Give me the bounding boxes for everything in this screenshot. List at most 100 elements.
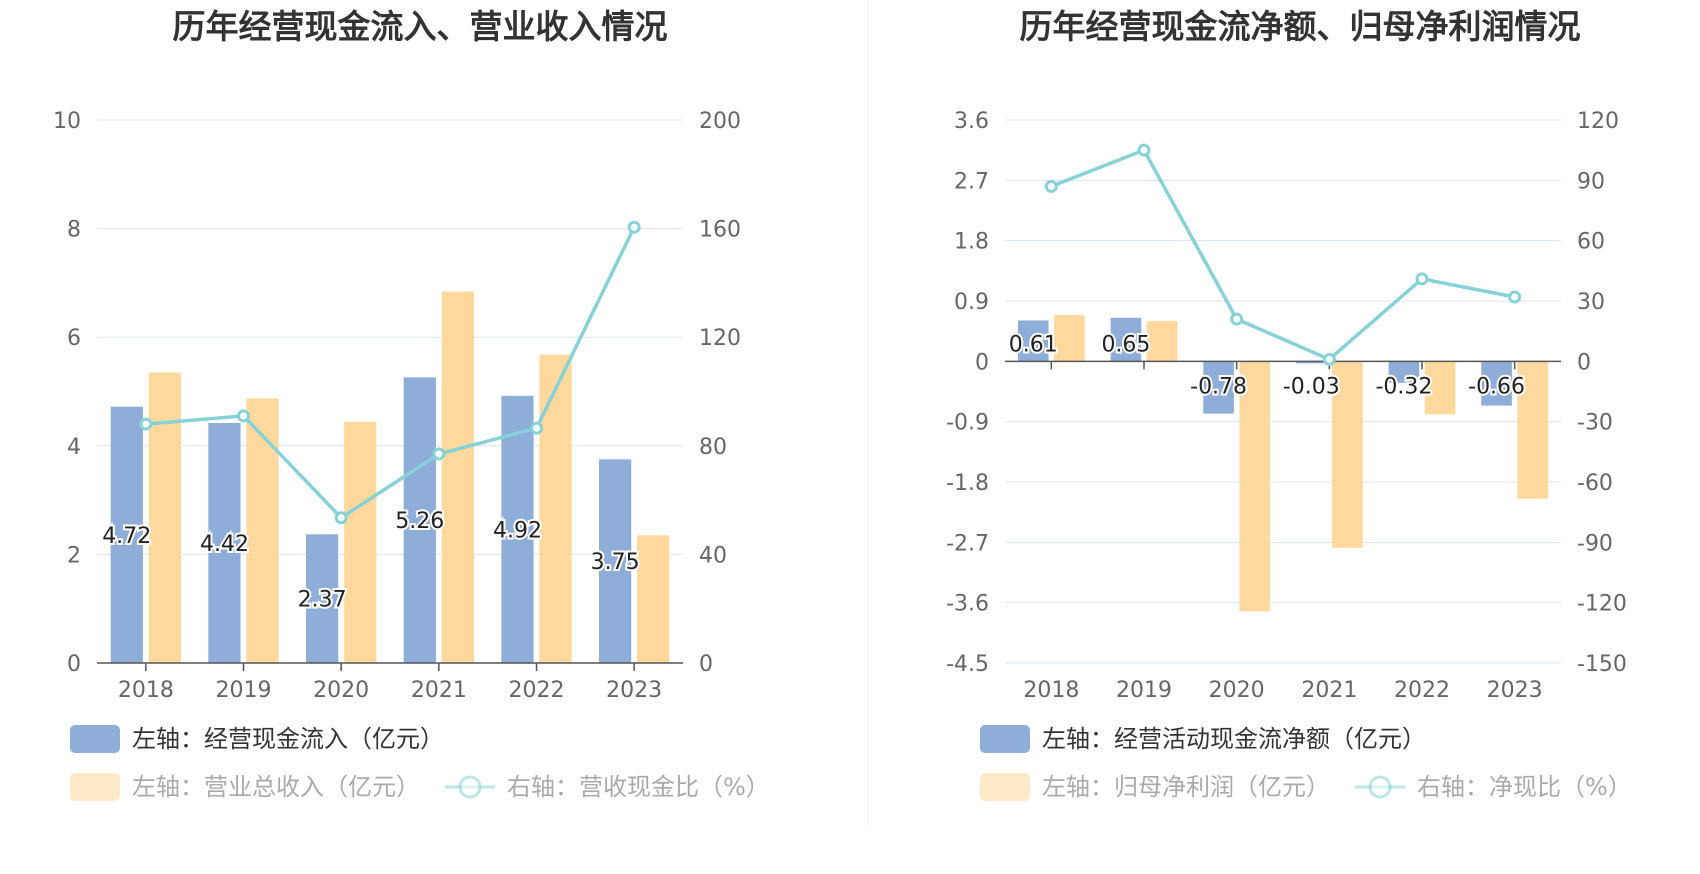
legend-label: 左轴：归母净利润（亿元） xyxy=(1042,773,1330,801)
legend-swatch xyxy=(980,773,1030,801)
bar-primary xyxy=(208,422,241,663)
x-tick-label: 2023 xyxy=(1487,678,1543,703)
x-tick-label: 2022 xyxy=(1394,678,1450,703)
y-right-tick-label: -60 xyxy=(1577,471,1613,496)
y-right-tick-label: 120 xyxy=(699,326,741,351)
x-tick-label: 2019 xyxy=(1116,678,1172,703)
y-right-tick-label: 40 xyxy=(699,543,727,568)
data-label: -0.78 xyxy=(1190,374,1247,399)
x-tick-label: 2021 xyxy=(411,678,467,703)
y-right-tick-label: 120 xyxy=(1577,109,1619,134)
y-left-tick-label: 0 xyxy=(975,350,989,375)
legend-label: 右轴：营收现金比（%） xyxy=(507,773,770,801)
x-tick-label: 2022 xyxy=(509,678,565,703)
y-right-tick-label: 0 xyxy=(699,652,713,677)
bar-primary xyxy=(599,459,632,663)
line-point xyxy=(1044,179,1058,193)
bar-secondary xyxy=(1239,361,1271,612)
y-right-tick-label: -120 xyxy=(1577,592,1627,617)
line-point xyxy=(139,417,153,431)
legend-swatch xyxy=(980,725,1030,753)
bar-secondary xyxy=(1332,361,1363,548)
y-left-tick-label: 8 xyxy=(67,218,81,243)
bar-secondary xyxy=(637,535,670,663)
line-point xyxy=(1508,290,1522,304)
line-series-path xyxy=(1050,147,1516,362)
bar-secondary xyxy=(344,421,377,663)
legend-label: 左轴：经营现金流入（亿元） xyxy=(132,725,444,753)
bar-primary xyxy=(1017,320,1049,362)
data-label: -0.03 xyxy=(1283,374,1340,399)
bar-primary xyxy=(110,406,143,663)
data-label: 4.72 xyxy=(102,524,151,549)
data-label: 4.42 xyxy=(200,532,249,557)
x-tick-label: 2019 xyxy=(216,678,272,703)
data-label: 2.37 xyxy=(298,588,347,613)
y-left-tick-label: 4 xyxy=(67,435,81,460)
y-right-tick-label: 90 xyxy=(1577,169,1605,194)
x-tick-label: 2020 xyxy=(313,678,369,703)
y-left-tick-label: 0.9 xyxy=(954,290,989,315)
y-left-tick-label: 2 xyxy=(67,543,81,568)
bar-secondary xyxy=(539,354,572,663)
bar-secondary xyxy=(1054,315,1085,362)
legend-label: 左轴：经营活动现金流净额（亿元） xyxy=(1042,725,1426,753)
y-left-tick-label: 2.7 xyxy=(954,169,989,194)
legend-swatch xyxy=(70,725,120,753)
y-right-tick-label: 80 xyxy=(699,435,727,460)
chart-title: 历年经营现金流净额、归母净利润情况 xyxy=(1020,7,1581,46)
y-left-tick-label: -1.8 xyxy=(946,471,989,496)
y-left-tick-label: 3.6 xyxy=(954,109,989,134)
chart-title: 历年经营现金流入、营业收入情况 xyxy=(173,7,668,46)
bar-secondary xyxy=(441,291,474,663)
y-left-tick-label: -3.6 xyxy=(946,592,989,617)
x-tick-label: 2018 xyxy=(118,678,174,703)
bar-primary xyxy=(1388,361,1420,383)
data-label: -0.66 xyxy=(1468,374,1525,399)
line-series-path xyxy=(145,226,636,521)
y-right-tick-label: 200 xyxy=(699,109,741,134)
x-tick-label: 2023 xyxy=(606,678,662,703)
legend-line-marker xyxy=(458,775,482,799)
x-tick-label: 2021 xyxy=(1301,678,1357,703)
legend-line-marker xyxy=(1368,775,1392,799)
line-point xyxy=(237,409,250,423)
y-left-tick-label: -0.9 xyxy=(946,411,989,436)
line-point xyxy=(334,511,348,525)
data-label: 4.92 xyxy=(493,518,542,543)
bar-secondary xyxy=(1517,361,1549,499)
legend-swatch xyxy=(70,773,120,801)
bar-secondary xyxy=(1146,321,1178,362)
x-tick-label: 2020 xyxy=(1209,678,1265,703)
data-label: 0.61 xyxy=(1009,332,1058,357)
line-point xyxy=(432,447,446,461)
y-left-tick-label: 0 xyxy=(67,652,81,677)
bar-primary xyxy=(501,395,534,663)
line-point xyxy=(530,421,543,435)
y-right-tick-label: 60 xyxy=(1577,230,1605,255)
legend-label: 右轴：净现比（%） xyxy=(1417,773,1632,801)
y-left-tick-label: 1.8 xyxy=(954,230,989,255)
line-point xyxy=(1230,312,1244,326)
y-right-tick-label: 0 xyxy=(1577,350,1591,375)
bar-primary xyxy=(1481,361,1512,406)
legend-label: 左轴：营业总收入（亿元） xyxy=(132,773,420,801)
x-tick-label: 2018 xyxy=(1023,678,1079,703)
data-label: 5.26 xyxy=(395,509,444,534)
data-label: 0.65 xyxy=(1101,332,1150,357)
bar-primary xyxy=(403,377,436,663)
bar-secondary xyxy=(1424,361,1456,415)
bar-primary xyxy=(1203,361,1234,414)
bar-secondary xyxy=(246,398,279,663)
y-right-tick-label: -30 xyxy=(1577,411,1613,436)
y-right-tick-label: -150 xyxy=(1577,652,1627,677)
data-label: -0.32 xyxy=(1375,374,1432,399)
y-left-tick-label: 6 xyxy=(67,326,81,351)
y-right-tick-label: 160 xyxy=(699,218,741,243)
line-point xyxy=(627,220,641,234)
y-right-tick-label: 30 xyxy=(1577,290,1605,315)
bar-primary xyxy=(306,534,339,663)
line-point xyxy=(1137,143,1151,157)
y-right-tick-label: -90 xyxy=(1577,531,1613,556)
